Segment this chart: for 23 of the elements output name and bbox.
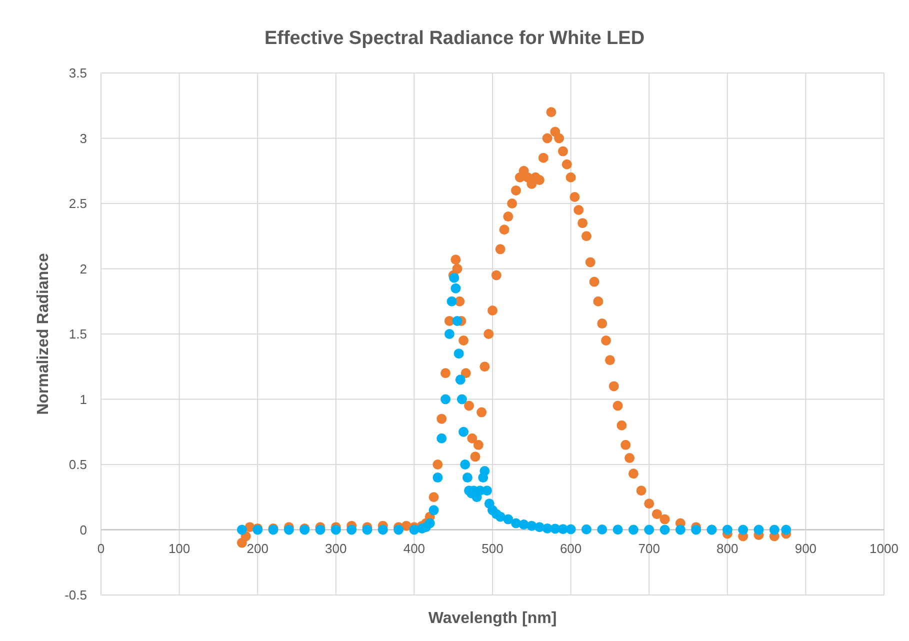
x-tick-label: 700 [638,540,660,556]
x-tick-label: 600 [560,540,582,556]
x-tick-label: 500 [482,540,504,556]
y-tick-label: 2 [80,261,87,276]
y-axis-title: Normalized Radiance [35,252,52,415]
y-tick-label: 3.5 [68,66,87,80]
y-tick-label: 2.5 [68,196,87,211]
x-tick-label: 200 [246,540,268,556]
x-tick-label: 1000 [870,540,898,556]
y-tick-label: 1 [80,392,87,407]
x-axis-title: Wavelength [nm] [428,610,557,627]
x-tick-label: 800 [716,540,738,556]
x-tick-label: 400 [403,540,426,556]
chart-title: Effective Spectral Radiance for White LED [264,28,645,49]
x-tick-label: 100 [168,540,190,556]
y-tick-label: 0.5 [68,457,87,472]
x-tick-label: 900 [794,540,817,556]
y-tick-label: 1.5 [68,326,87,342]
x-tick-label: 0 [97,540,105,556]
y-tick-label: 0 [80,522,87,538]
y-tick-label: 3 [80,130,87,146]
x-tick-label: 300 [325,540,347,556]
y-tick-label: -0.5 [64,588,87,602]
